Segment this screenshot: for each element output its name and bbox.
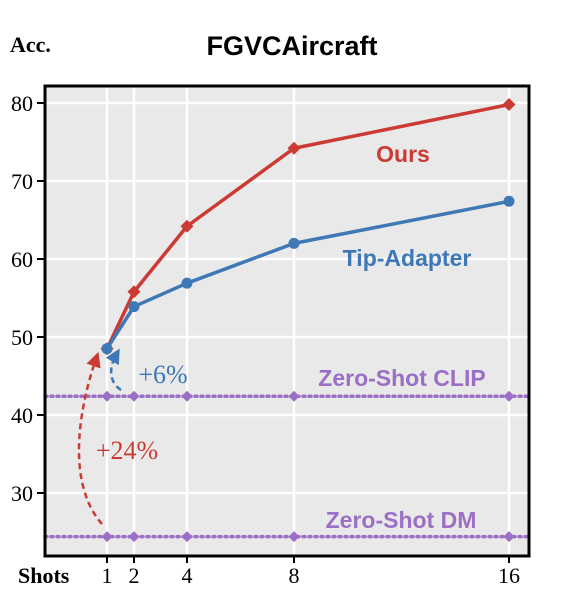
ours-point-8 <box>287 141 301 155</box>
x-tick-label-16: 16 <box>498 563 520 588</box>
axis-layer: 30 40 50 60 70 80 1 2 4 8 16 <box>11 91 520 588</box>
y-tick-label-60: 60 <box>11 247 33 272</box>
zero-shot-dm-point-8 <box>288 531 300 543</box>
grid <box>45 86 529 556</box>
series-label-ours: Ours <box>376 141 430 167</box>
zero-shot-dm-point-16 <box>503 531 515 543</box>
label-layer: Ours Tip-Adapter Zero-Shot CLIP Zero-Shot D… <box>318 141 485 533</box>
zero-shot-dm-point-4 <box>181 531 193 543</box>
x-tick-label-2: 2 <box>129 563 140 588</box>
zero-shot-dm-point-1 <box>101 531 113 543</box>
x-tick-label-4: 4 <box>182 563 193 588</box>
zero-shot-clip-point-16 <box>503 390 515 402</box>
annotation-6-label: +6% <box>138 360 187 389</box>
x-axis-label: Shots <box>18 563 70 588</box>
x-tick-label-1: 1 <box>102 563 113 588</box>
tip-adapter-point-4 <box>181 277 193 289</box>
y-tick-label-30: 30 <box>11 481 33 506</box>
x-tick-label-8: 8 <box>289 563 300 588</box>
chart-title: FGVCAircraft <box>206 31 377 61</box>
annotation-24-arrow <box>77 351 103 525</box>
ours-point-16 <box>502 98 516 112</box>
zero-shot-dm-point-2 <box>128 531 140 543</box>
tip-adapter-point-8 <box>288 237 300 249</box>
zero-shot-clip-point-8 <box>288 390 300 402</box>
series-label-zero-shot-dm: Zero-Shot DM <box>326 507 477 533</box>
annotation-layer: +6% +24% <box>77 348 188 525</box>
tip-adapter-point-16 <box>503 195 515 207</box>
zero-shot-clip-point-2 <box>128 390 140 402</box>
series-label-tip-adapter: Tip-Adapter <box>343 245 472 271</box>
ours-point-4 <box>180 219 194 233</box>
y-tick-label-40: 40 <box>11 403 33 428</box>
series-label-zero-shot-clip: Zero-Shot CLIP <box>318 365 485 391</box>
annotation-24-label: +24% <box>96 436 158 465</box>
y-tick-label-50: 50 <box>11 325 33 350</box>
zero-shot-clip-point-1 <box>101 390 113 402</box>
zero-shot-clip-point-4 <box>181 390 193 402</box>
ours-point-2 <box>127 285 141 299</box>
tip-adapter-point-1 <box>101 343 113 355</box>
plot-border <box>43 84 531 558</box>
y-tick-label-70: 70 <box>11 169 33 194</box>
plot-area <box>45 86 529 556</box>
y-tick-label-80: 80 <box>11 91 33 116</box>
tip-adapter-point-2 <box>128 301 140 313</box>
annotation-6-arrow <box>105 348 122 392</box>
y-axis-label: Acc. <box>10 32 51 57</box>
